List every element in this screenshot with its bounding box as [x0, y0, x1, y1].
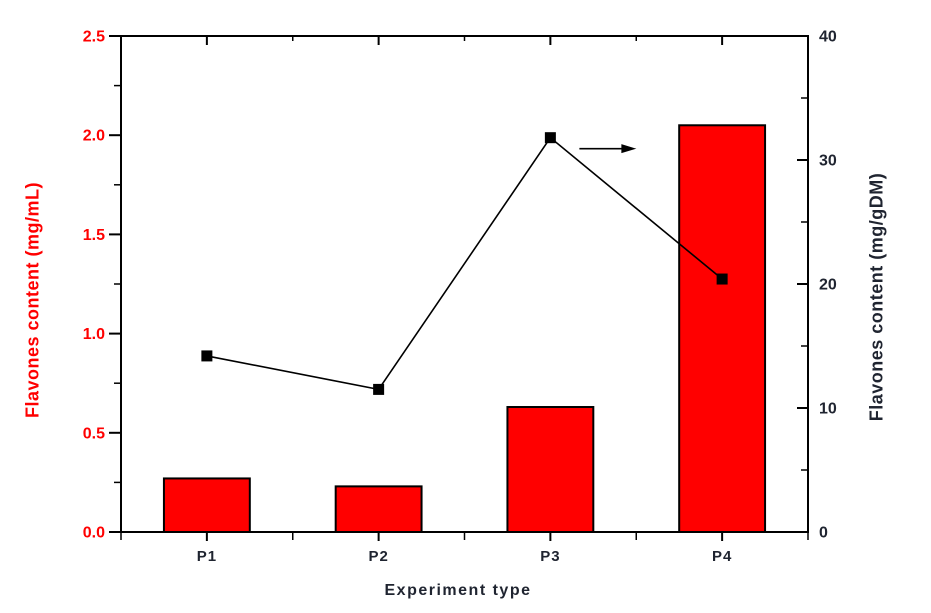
left-axis-title: Flavones content (mg/mL) — [22, 181, 43, 419]
x-axis-tick-label: P1 — [197, 548, 217, 565]
left-axis-tick-label: 2.0 — [83, 128, 105, 145]
left-axis-tick-label: 0.5 — [83, 425, 105, 442]
right-axis-arrow-head — [621, 144, 637, 154]
left-axis-tick-label: 1.5 — [83, 227, 105, 244]
x-axis-title: Experiment type — [384, 582, 532, 599]
right-axis-title: Flavones content (mg/gDM) — [866, 172, 887, 422]
line-marker-P3 — [544, 132, 556, 144]
line-marker-P4 — [716, 273, 728, 285]
x-axis-tick-label: P4 — [712, 548, 732, 565]
bar-P2 — [334, 485, 423, 534]
right-axis-tick-label: 40 — [819, 29, 837, 46]
line-marker-P2 — [373, 383, 385, 395]
line-marker-P1 — [201, 350, 213, 362]
left-axis-tick-label: 2.5 — [83, 29, 105, 46]
x-axis-tick-label: P2 — [368, 548, 388, 565]
right-axis-tick-label: 20 — [819, 277, 837, 294]
line-series — [206, 136, 723, 391]
right-axis-tick-label: 0 — [819, 525, 828, 542]
bar-P1 — [162, 477, 251, 534]
left-axis-tick-label: 1.0 — [83, 326, 105, 343]
left-axis-tick-label: 0.0 — [83, 525, 105, 542]
right-axis-tick-label: 30 — [819, 153, 837, 170]
x-axis-tick-label: P3 — [540, 548, 560, 565]
bar-P3 — [506, 406, 595, 533]
right-axis-tick-label: 10 — [819, 401, 837, 418]
bar-P4 — [678, 124, 767, 533]
